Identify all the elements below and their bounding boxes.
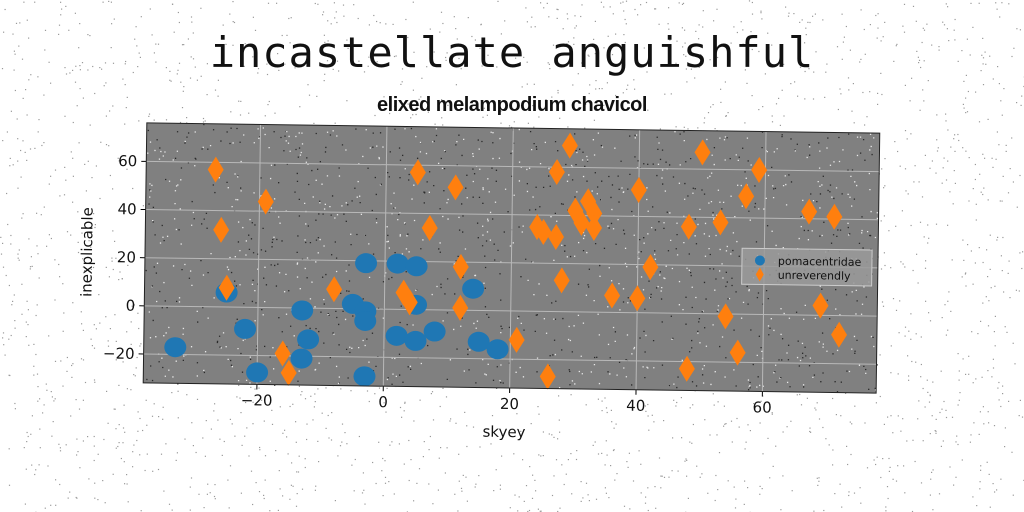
- data-point-pomacentridae: [423, 321, 446, 342]
- data-point-pomacentridae: [405, 256, 428, 277]
- data-point-unreverendly: [573, 209, 590, 236]
- data-point-unreverendly: [812, 292, 829, 319]
- data-point-unreverendly: [218, 274, 235, 301]
- legend-marker-unreverendly: [755, 267, 764, 282]
- data-point-unreverendly: [801, 198, 818, 225]
- data-point-pomacentridae: [297, 329, 320, 350]
- data-point-pomacentridae: [234, 318, 257, 339]
- y-tick-label: 0: [126, 297, 136, 315]
- data-point-unreverendly: [548, 223, 565, 250]
- legend-label: pomacentridae: [778, 255, 862, 269]
- y-tick-label: 20: [117, 248, 136, 266]
- data-point-pomacentridae: [164, 337, 187, 358]
- data-point-unreverendly: [567, 197, 584, 224]
- data-point-pomacentridae: [246, 362, 269, 383]
- data-point-unreverendly: [712, 209, 729, 236]
- data-point-unreverendly: [678, 355, 695, 382]
- data-point-pomacentridae: [467, 331, 490, 352]
- data-point-unreverendly: [561, 132, 578, 159]
- data-point-pomacentridae: [291, 300, 314, 321]
- data-point-pomacentridae: [486, 339, 509, 360]
- data-point-pomacentridae: [290, 348, 313, 369]
- data-point-unreverendly: [535, 218, 552, 245]
- data-point-unreverendly: [548, 158, 565, 185]
- data-point-pomacentridae: [462, 278, 485, 299]
- data-point-unreverendly: [738, 183, 755, 210]
- y-tick-label: 40: [117, 200, 136, 218]
- data-point-unreverendly: [508, 326, 525, 353]
- data-point-unreverendly: [447, 174, 464, 201]
- data-point-unreverendly: [831, 321, 848, 348]
- plot-frame: [142, 122, 881, 394]
- x-tick-label: −20: [241, 391, 273, 409]
- data-point-unreverendly: [629, 285, 646, 312]
- y-tick-label: −20: [103, 344, 135, 362]
- data-point-unreverendly: [680, 213, 697, 240]
- data-point-unreverendly: [280, 359, 297, 386]
- data-point-unreverendly: [751, 156, 768, 183]
- data-point-unreverendly: [826, 203, 843, 230]
- data-point-unreverendly: [539, 363, 556, 390]
- axes: −20 0 20 40 60 −20 0 20 40 60 skyey inexplicable: [77, 122, 881, 442]
- data-point-unreverendly: [630, 176, 647, 203]
- data-point-unreverendly: [604, 282, 621, 309]
- data-point-pomacentridae: [353, 366, 376, 387]
- data-point-pomacentridae: [354, 310, 377, 331]
- x-tick-label: 0: [378, 393, 388, 411]
- x-tick-label: 40: [626, 397, 645, 415]
- data-point-pomacentridae: [355, 253, 378, 274]
- x-tick-label: 60: [752, 398, 771, 416]
- data-point-unreverendly: [421, 214, 438, 241]
- data-point-unreverendly: [395, 279, 412, 306]
- data-point-unreverendly: [580, 188, 597, 215]
- page-title: incastellate anguishful: [209, 28, 815, 77]
- data-point-unreverendly: [729, 339, 746, 366]
- legend-marker-pomacentridae: [754, 255, 765, 266]
- chart-title: elixed melampodium chavicol: [377, 94, 647, 116]
- data-point-unreverendly: [452, 294, 469, 321]
- data-point-unreverendly: [529, 214, 546, 241]
- data-point-unreverendly: [409, 159, 426, 186]
- data-point-unreverendly: [452, 253, 469, 280]
- y-tick-label: 60: [118, 152, 137, 170]
- data-point-unreverendly: [326, 276, 343, 303]
- data-point-unreverendly: [257, 188, 274, 215]
- data-point-unreverendly: [553, 267, 570, 294]
- data-point-pomacentridae: [386, 253, 409, 274]
- data-marks: [164, 132, 848, 390]
- data-point-unreverendly: [642, 254, 659, 281]
- x-tick-label: 20: [500, 395, 519, 413]
- legend-label: unreverendly: [778, 269, 852, 283]
- y-axis-label: inexplicable: [77, 207, 96, 297]
- legend-box: [741, 247, 873, 287]
- data-point-unreverendly: [213, 216, 230, 243]
- data-point-pomacentridae: [385, 325, 408, 346]
- data-point-unreverendly: [586, 214, 603, 241]
- data-point-unreverendly: [274, 340, 291, 367]
- data-point-unreverendly: [401, 289, 418, 316]
- data-point-unreverendly: [694, 139, 711, 166]
- data-point-unreverendly: [717, 303, 734, 330]
- data-point-unreverendly: [207, 156, 224, 183]
- data-point-pomacentridae: [404, 330, 427, 351]
- data-point-unreverendly: [586, 200, 603, 227]
- x-axis-label: skyey: [482, 423, 525, 442]
